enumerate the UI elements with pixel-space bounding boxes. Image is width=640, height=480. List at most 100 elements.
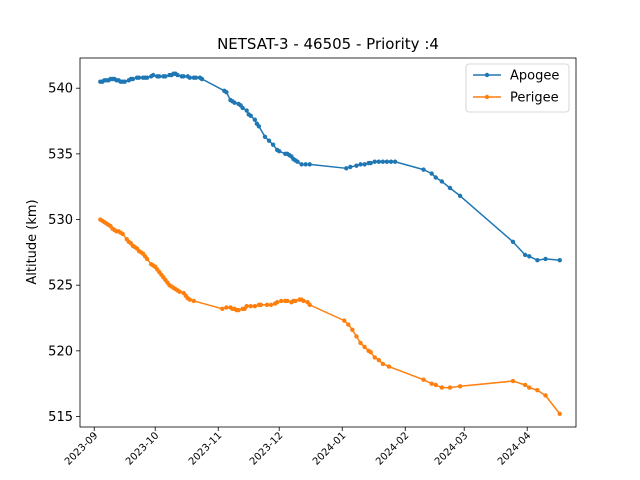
series-perigee [98, 217, 562, 417]
data-point-perigee [510, 378, 516, 384]
legend-label-perigee: Perigee [510, 91, 559, 106]
data-point-perigee [354, 334, 359, 339]
data-point-apogee [252, 117, 258, 122]
data-point-perigee [421, 377, 426, 382]
data-point-perigee [258, 302, 264, 308]
data-point-perigee [252, 303, 258, 309]
data-point-perigee [224, 305, 229, 310]
data-point-perigee [220, 306, 225, 312]
data-point-perigee [236, 307, 241, 313]
data-point-perigee [457, 384, 463, 389]
data-point-perigee [274, 300, 280, 305]
data-point-perigee [522, 382, 528, 388]
data-point-perigee [557, 411, 562, 417]
data-point-apogee [122, 79, 127, 84]
plot-frame [79, 57, 577, 428]
data-point-perigee [177, 289, 182, 294]
data-point-apogee [421, 167, 426, 172]
y-tick-label: 530 [48, 213, 73, 228]
data-point-apogee [372, 159, 377, 164]
data-point-apogee [181, 74, 186, 79]
legend-entries: Apogee Perigee [473, 69, 559, 106]
data-point-apogee [262, 134, 268, 139]
data-point-apogee [307, 162, 312, 167]
legend: Apogee Perigee [465, 63, 570, 113]
data-point-apogee [510, 239, 516, 245]
legend-marker-apogee [484, 72, 490, 78]
data-point-apogee [163, 74, 168, 79]
data-point-perigee [368, 349, 373, 355]
data-point-perigee [372, 355, 377, 360]
chart-title: NETSAT-3 - 46505 - Priority :4 [217, 35, 439, 53]
data-point-apogee [354, 163, 359, 168]
data-point-apogee [362, 162, 367, 167]
data-point-perigee [350, 327, 355, 333]
data-point-apogee [244, 108, 249, 113]
data-point-perigee [376, 357, 382, 363]
data-point-perigee [386, 364, 392, 369]
data-point-perigee [535, 388, 540, 393]
data-point-apogee [193, 75, 199, 80]
series-apogee [98, 71, 562, 263]
data-point-apogee [388, 159, 394, 164]
data-point-apogee [429, 171, 434, 176]
data-point-perigee [285, 298, 290, 304]
legend-marker-perigee [484, 94, 490, 100]
y-tick-label: 540 [48, 82, 73, 97]
data-point-apogee [277, 149, 282, 154]
data-point-perigee [120, 231, 125, 237]
data-point-perigee [144, 256, 150, 262]
y-tick-label: 525 [48, 279, 73, 294]
data-point-apogee [376, 159, 382, 164]
data-point-perigee [342, 318, 347, 323]
data-point-apogee [384, 159, 390, 164]
data-point-perigee [268, 302, 274, 308]
data-point-perigee [244, 303, 249, 309]
data-point-perigee [447, 385, 453, 390]
plot-series [98, 71, 562, 417]
y-tick-label: 515 [48, 410, 73, 425]
data-point-apogee [130, 76, 136, 82]
data-point-apogee [157, 74, 162, 79]
data-point-apogee [299, 162, 304, 167]
data-point-apogee [256, 124, 262, 129]
data-point-apogee [348, 164, 353, 170]
data-point-apogee [439, 179, 445, 184]
data-point-perigee [191, 298, 197, 304]
data-point-perigee [301, 298, 306, 304]
data-point-apogee [447, 185, 453, 191]
data-point-apogee [232, 100, 237, 105]
data-point-apogee [433, 175, 438, 180]
data-point-apogee [358, 162, 363, 167]
data-point-perigee [264, 302, 270, 308]
data-point-perigee [527, 385, 532, 390]
data-point-apogee [368, 160, 373, 166]
data-point-perigee [362, 344, 367, 350]
data-point-apogee [392, 159, 398, 164]
data-point-apogee [543, 256, 548, 262]
data-point-apogee [380, 159, 386, 164]
data-point-apogee [522, 252, 528, 258]
y-tick-label: 535 [48, 147, 73, 162]
data-point-apogee [457, 193, 463, 199]
data-point-perigee [439, 385, 445, 390]
data-point-perigee [248, 303, 253, 309]
data-point-apogee [144, 75, 150, 80]
data-point-perigee [380, 361, 386, 367]
data-point-apogee [240, 105, 245, 111]
data-point-perigee [429, 381, 434, 386]
data-point-perigee [433, 382, 438, 388]
data-point-apogee [557, 258, 562, 263]
data-point-perigee [346, 322, 351, 327]
legend-label-apogee: Apogee [510, 69, 559, 84]
data-point-apogee [295, 159, 300, 164]
data-point-apogee [199, 76, 205, 82]
data-point-apogee [527, 254, 532, 259]
data-point-apogee [248, 113, 253, 118]
data-point-apogee [150, 72, 156, 78]
data-point-perigee [279, 298, 284, 304]
data-point-apogee [303, 162, 308, 167]
data-point-apogee [136, 75, 142, 80]
legend-box [465, 63, 570, 113]
